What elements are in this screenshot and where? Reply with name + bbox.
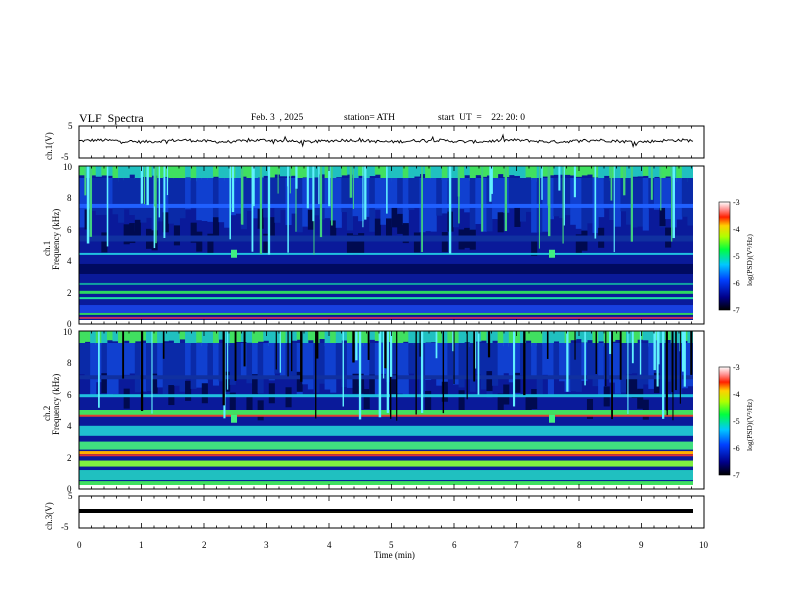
ch1-colorbar-tick-m4: -4 [733, 225, 740, 234]
ch1-spec-ytick-10: 10 [63, 162, 73, 172]
ch2-spectrogram-image [79, 331, 704, 489]
ch1-colorbar-tick-m3: -3 [733, 198, 740, 207]
x-tick-6: 6 [452, 540, 457, 550]
ch2-spec-ytick-4: 4 [67, 421, 72, 431]
ch1-colorbar-tick-m6: -6 [733, 279, 740, 288]
ch1-waveform-panel: 5 -5 ch.1(V) [44, 121, 705, 162]
ch3-waveform-panel: 5 -5 ch.3(V) [44, 491, 705, 532]
x-tick-8: 8 [577, 540, 582, 550]
chart-title: VLF Spectra [79, 111, 144, 125]
ch2-spectrogram-panel: 10 8 6 4 2 0 ch.2 Frequency (kHz) [42, 327, 705, 494]
ch2-spec-ytick-10: 10 [63, 327, 73, 337]
ch1-colorbar-tick-m7: -7 [733, 306, 740, 315]
x-tick-2: 2 [202, 540, 207, 550]
ch2-spec-ytick-6: 6 [67, 390, 72, 400]
x-tick-7: 7 [514, 540, 519, 550]
x-tick-1: 1 [139, 540, 144, 550]
ch2-colorbar: -3 -4 -5 -6 -7 log(PSD)(V²/Hz) [718, 363, 754, 480]
ch1-ytick-top: 5 [68, 121, 73, 131]
ch1-spec-ylabel-frequency: Frequency (kHz) [51, 209, 61, 270]
ch3-ytick-top: 5 [68, 491, 73, 501]
x-tick-9: 9 [639, 540, 644, 550]
ch1-colorbar: -3 -4 -5 -6 -7 log(PSD)(V²/Hz) [718, 198, 754, 315]
x-tick-0: 0 [77, 540, 82, 550]
ch2-colorbar-tick-m6: -6 [733, 444, 740, 453]
start-time-label: start UT = 22: 20: 0 [438, 113, 525, 123]
ch1-spec-ytick-2: 2 [67, 288, 72, 298]
ch3-ylabel: ch.3(V) [44, 502, 54, 530]
ch2-spec-ytick-2: 2 [67, 453, 72, 463]
x-tick-5: 5 [389, 540, 394, 550]
ch1-spec-ytick-6: 6 [67, 225, 72, 235]
x-axis: 0 1 2 3 4 5 6 7 8 9 10 Time (min) [77, 540, 709, 560]
ch2-spec-ytick-8: 8 [67, 358, 72, 368]
ch2-colorbar-tick-m4: -4 [733, 390, 740, 399]
station-label: station= ATH [344, 113, 396, 123]
ch2-colorbar-label: log(PSD)(V²/Hz) [745, 399, 754, 451]
ch2-colorbar-tick-m5: -5 [733, 417, 740, 426]
ch2-spec-ytick-0: 0 [67, 484, 72, 494]
ch3-waveform-line [79, 509, 693, 513]
date-label: Feb. 3 , 2025 [251, 113, 304, 123]
x-tick-10: 10 [699, 540, 709, 550]
ch2-spec-ylabel-frequency: Frequency (kHz) [51, 374, 61, 435]
ch2-spec-ylabel-channel: ch.2 [42, 406, 52, 421]
x-axis-label: Time (min) [374, 550, 415, 560]
ch1-spectrogram-image [79, 166, 704, 324]
ch1-colorbar-tick-m5: -5 [733, 252, 740, 261]
ch1-spectrogram-panel: 10 8 6 4 2 0 ch.1 Frequency (kHz) [42, 162, 705, 329]
ch1-colorbar-label: log(PSD)(V²/Hz) [745, 234, 754, 286]
ch1-spec-ytick-8: 8 [67, 193, 72, 203]
ch2-colorbar-tick-m7: -7 [733, 471, 740, 480]
ch1-spec-ytick-0: 0 [67, 319, 72, 329]
ch2-colorbar-tick-m3: -3 [733, 363, 740, 372]
axis-ticks [78, 126, 705, 528]
ch1-ytick-bottom: -5 [61, 152, 69, 162]
x-tick-4: 4 [327, 540, 332, 550]
ch1-spec-ytick-4: 4 [67, 256, 72, 266]
ch1-ylabel: ch.1(V) [44, 132, 54, 160]
ch1-spec-ylabel-channel: ch.1 [42, 241, 52, 256]
ch3-ytick-bottom: -5 [61, 522, 69, 532]
x-tick-3: 3 [264, 540, 269, 550]
ch1-waveform-line [79, 133, 694, 149]
